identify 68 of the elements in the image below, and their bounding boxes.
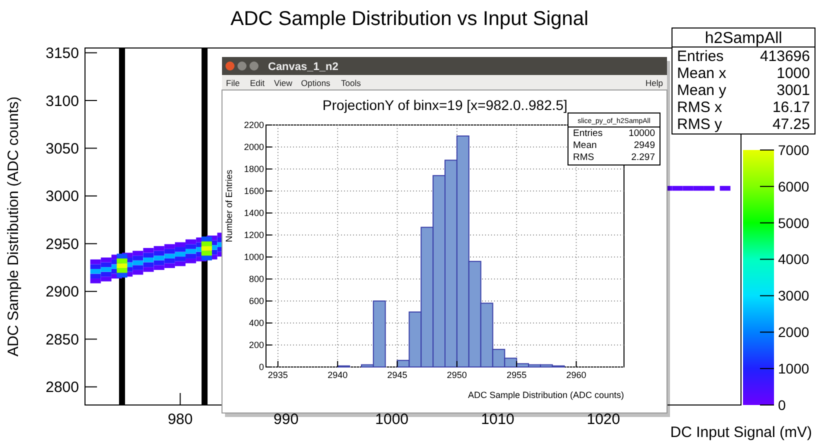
annotation: Options [301,78,330,88]
annotation: Edit [250,78,266,88]
y-tick-label: 3150 [46,45,79,62]
annotation: Mean [573,140,597,151]
y-tick-label: 800 [248,274,264,284]
annotation: Tools [341,78,361,88]
y-tick-label: 200 [248,340,264,350]
y-tick-label: 2950 [46,236,79,253]
text: 47.25 [772,116,810,133]
annotation: RMS [573,152,594,163]
y-tick-label: 3050 [46,140,79,158]
y-tick-label: 2900 [46,284,79,301]
y-tick-label: 1000 [244,252,264,262]
annotation: Help [646,78,664,88]
annotation: RMS x [677,99,722,116]
chart-title: ProjectionY of binx=19 [x=982.0..982.5] [322,97,568,113]
x-tick-label: 1010 [480,411,514,428]
color-bar-label: 7000 [778,142,810,158]
x-tick-label: 2935 [268,370,288,380]
text: 16.17 [772,99,810,116]
text: 413696 [760,48,810,65]
y-tick-label: 1600 [244,186,264,196]
y-tick-label: 2000 [244,142,264,152]
x-tick-label: 2960 [566,370,586,380]
color-bar-label: 6000 [778,178,810,194]
x-axis-title: DC Input Signal (mV) [670,424,812,441]
y-tick-label: 2850 [46,331,79,348]
y-axis-title: ADC Sample Distribution (ADC counts) [5,96,22,357]
annotation: RMS y [677,116,722,133]
annotation: File [226,78,240,88]
x-axis-title: ADC Sample Distribution (ADC counts) [468,390,624,400]
x-tick-label: 2955 [506,370,527,380]
x-tick-label: 980 [168,411,193,428]
annotation: Canvas_1_n2 [268,61,338,73]
annotation: 10000 [628,128,655,139]
annotation: View [274,78,294,88]
x-tick-label: 1020 [586,411,620,428]
color-bar-label: 5000 [778,214,810,231]
x-tick-label: 990 [274,411,299,428]
y-tick-label: 2200 [244,120,264,130]
y-axis-title: Number of Entries [224,169,234,242]
y-tick-label: 400 [248,318,264,328]
y-tick-label: 0 [258,362,264,372]
y-tick-label: 1200 [244,230,264,240]
annotation: Mean x [677,65,727,82]
text: h2SampAll [704,30,782,47]
y-tick-label: 3000 [46,188,79,206]
y-tick-label: 2800 [46,379,79,396]
y-tick-label: 600 [248,296,264,306]
x-tick-label: 2945 [387,370,408,380]
color-bar-label: 2000 [778,324,810,340]
annotation: Mean y [677,82,727,99]
annotation: 2949 [634,140,655,151]
x-tick-label: 1000 [375,411,409,428]
y-tick-label: 1400 [244,208,264,218]
text: 3001 [776,82,810,99]
chart-title: ADC Sample Distribution vs Input Signal [230,8,588,30]
x-tick-label: 2950 [446,370,467,380]
annotation: Entries [573,128,603,139]
color-bar-label: 4000 [778,251,810,268]
y-tick-label: 3100 [46,92,79,110]
annotation: 2.297 [631,152,655,163]
text: 1000 [776,65,810,82]
annotation: Entries [677,48,724,65]
color-bar-label: 0 [778,396,786,413]
y-tick-label: 1800 [244,164,264,174]
color-bar-label: 3000 [778,288,810,304]
x-tick-label: 2940 [328,370,348,380]
